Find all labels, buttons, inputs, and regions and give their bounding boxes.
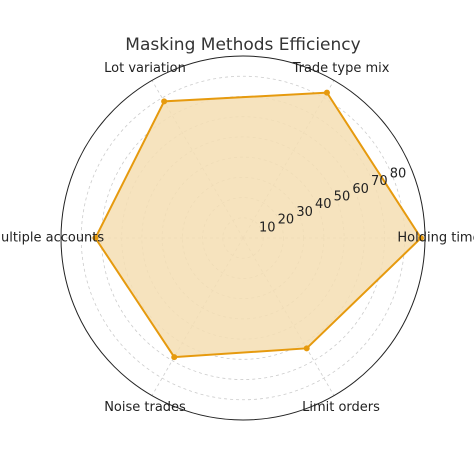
category-label: Multiple accounts (0, 231, 104, 246)
r-tick-label: 80 (390, 166, 407, 181)
r-tick-label: 50 (334, 190, 351, 205)
radar-point (323, 89, 330, 96)
r-tick-label: 40 (315, 197, 332, 212)
radar-point (171, 354, 178, 361)
category-label: Lot variation (104, 61, 186, 76)
radar-point (161, 98, 168, 105)
category-label: Trade type mix (292, 61, 390, 76)
r-tick-label: 60 (352, 182, 369, 197)
category-label: Holding time (397, 231, 474, 246)
r-tick-label: 10 (259, 220, 276, 235)
outer-frame (60, 55, 426, 421)
radar-point (303, 345, 310, 352)
radar-point (92, 235, 99, 241)
radar-point (417, 235, 424, 241)
chart-title: Masking Methods Efficiency (125, 35, 360, 55)
r-tick-label: 70 (371, 174, 388, 189)
radar-area (95, 92, 421, 358)
category-label: Noise trades (104, 400, 186, 415)
category-label: Limit orders (302, 400, 380, 415)
r-tick-label: 20 (278, 213, 295, 228)
r-tick-label: 30 (296, 205, 313, 220)
